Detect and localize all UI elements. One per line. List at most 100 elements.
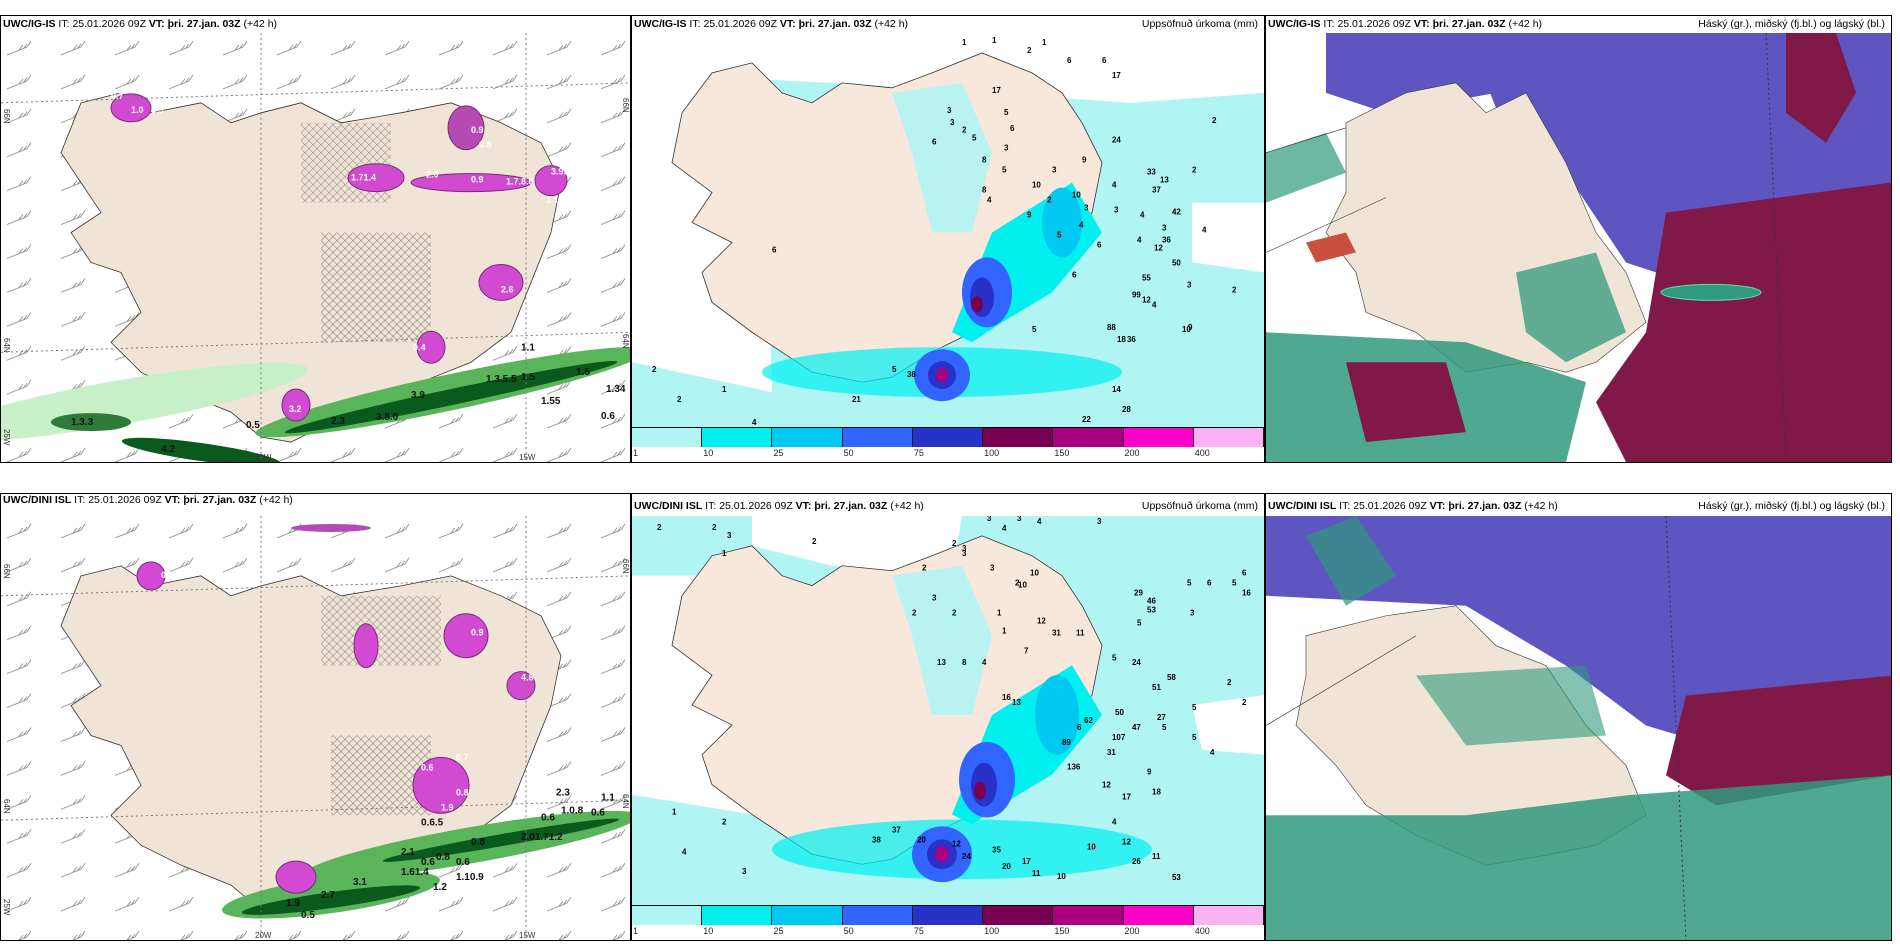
map-value-label: 6 xyxy=(772,245,777,254)
vt-value: þri. 27.jan. 03Z xyxy=(1432,18,1506,30)
map-value-label: 0.9 xyxy=(471,175,483,185)
map-value-label: 107 xyxy=(1112,733,1126,742)
map-value-label: 0.6 xyxy=(421,857,435,868)
magenta-blob xyxy=(281,388,311,422)
it-value: 25.01.2026 09Z xyxy=(88,494,162,506)
map-value-label: 13 xyxy=(937,658,946,667)
magenta-blob xyxy=(347,163,405,193)
precip-area xyxy=(936,368,948,383)
map-value-label: 1.1 xyxy=(521,342,535,353)
map-value-label: 6 xyxy=(1077,723,1082,732)
lead-time: (+42 h) xyxy=(243,18,278,30)
colorbar-swatch xyxy=(1193,906,1264,925)
map-value-label: 88 xyxy=(1107,323,1116,332)
map-value-label: 11 xyxy=(1032,869,1041,878)
cloud-low xyxy=(1786,33,1856,143)
map-value-label: 12 xyxy=(1102,781,1111,790)
precip-area xyxy=(970,277,994,318)
map-value-label: 1.1 xyxy=(546,195,558,205)
it-label: IT: xyxy=(705,500,717,512)
model-name: UWC/IG-IS xyxy=(3,18,56,30)
magenta-blob xyxy=(416,330,446,364)
axis-label-64n: 64N xyxy=(2,799,11,814)
it-label: IT: xyxy=(58,18,70,30)
colorbar-tick-label: 100 xyxy=(984,448,1000,458)
map-value-label: 4 xyxy=(1210,748,1215,757)
map-value-label: 2 xyxy=(652,365,657,374)
axis-label-20w: 20W xyxy=(255,453,272,462)
map-value-label: 6 xyxy=(1242,569,1247,578)
model-name: UWC/DINI ISL xyxy=(3,494,72,506)
magenta-blob xyxy=(443,613,489,659)
map-value-label: 1.61.4 xyxy=(401,867,429,878)
map-value-label: 1 xyxy=(992,36,997,45)
map-canvas xyxy=(1266,516,1891,940)
map-value-label: 0.8 xyxy=(456,787,468,797)
colorbar-swatch xyxy=(1053,906,1124,925)
magenta-blob xyxy=(353,623,379,669)
map-value-label: 37 xyxy=(1152,186,1161,195)
map-value-label: 8 xyxy=(962,658,967,667)
magenta-blob xyxy=(275,860,317,894)
map-value-label: 10 xyxy=(1057,872,1066,881)
panel-header: UWC/DINI ISL IT: 25.01.2026 09Z VT: þri.… xyxy=(1268,500,1887,513)
map-value-label: 2 xyxy=(1047,196,1052,205)
map-value-label: 3.5 xyxy=(151,105,163,115)
map-value-label: 2 xyxy=(912,609,917,618)
dry-area xyxy=(1192,202,1264,273)
map-value-label: 4 xyxy=(1202,226,1207,235)
cloud-high xyxy=(1660,283,1762,301)
colorbar-tick-label: 25 xyxy=(773,448,784,458)
map-value-label: 2.3 xyxy=(331,416,345,427)
panel-header: UWC/DINI ISL IT: 25.01.2026 09Z VT: þri.… xyxy=(634,500,1260,513)
map-value-label: 3 xyxy=(1084,204,1089,213)
map-value-label: 4 xyxy=(1112,181,1117,190)
precip-area xyxy=(1035,675,1079,755)
map-value-label: 9 xyxy=(1147,768,1152,777)
cloud-low xyxy=(1666,675,1891,806)
map-value-label: 1.0.8 xyxy=(561,805,584,816)
wind-precip-values: 2.3 1.10.62.10.6 0.83.12.71.90.51.61.41.21… xyxy=(161,570,615,921)
colorbar-tick-label: 1 xyxy=(633,926,639,936)
map-value-label: 3 xyxy=(962,549,967,558)
map-value-label: 1.9 xyxy=(441,802,453,812)
map-value-label: 33 xyxy=(1147,168,1156,177)
map-value-label: 4 xyxy=(1140,211,1145,220)
map-value-label: 5 xyxy=(1192,733,1197,742)
map-value-label: 0.7 xyxy=(111,91,123,101)
map-value-label: 4 xyxy=(1037,517,1042,526)
map-value-label: 12 xyxy=(952,839,961,848)
model-name: UWC/IG-IS xyxy=(1268,18,1321,30)
green-core xyxy=(241,885,421,915)
map-clouds xyxy=(1266,33,1891,462)
hatch-region xyxy=(321,595,441,666)
map-value-label: 2 xyxy=(952,539,957,548)
map-value-label: 12 xyxy=(1037,616,1046,625)
map-value-label: 20 xyxy=(917,835,926,844)
map-value-label: 17 xyxy=(992,86,1001,95)
it-value: 25.01.2026 09Z xyxy=(1353,500,1427,512)
cloud-low-thin xyxy=(1306,232,1356,263)
precip-area xyxy=(974,781,986,800)
map-value-label: 31 xyxy=(1107,748,1116,757)
map-value-label: 4 xyxy=(1002,524,1007,533)
it-label: IT: xyxy=(1339,500,1351,512)
graticule xyxy=(1266,635,1417,726)
map-value-label: 9 xyxy=(1027,211,1032,220)
map-value-label: 12 xyxy=(1142,295,1151,304)
colorbar-swatch xyxy=(702,906,773,925)
precip-colorbar: 1 10 25 50 75 100 150 200 400 xyxy=(632,905,1264,940)
vt-value: þri. 27.jan. 03Z xyxy=(814,500,888,512)
colorbar-tick-label: 25 xyxy=(773,926,784,936)
colorbar-swatch xyxy=(842,906,913,925)
map-value-label: 1.9 xyxy=(286,898,300,909)
map-value-label: 5 xyxy=(1162,723,1167,732)
map-value-label: 136 xyxy=(1067,763,1081,772)
panel-top-precip: UWC/IG-IS IT: 25.01.2026 09Z VT: þri. 27… xyxy=(631,15,1265,463)
map-value-label: 3 xyxy=(1017,516,1022,523)
it-label: IT: xyxy=(1323,18,1335,30)
map-value-label: 28 xyxy=(1122,405,1131,414)
map-value-label: 5 xyxy=(1192,703,1197,712)
map-value-label: 47 xyxy=(1132,723,1141,732)
map-value-label: 3 xyxy=(947,106,952,115)
